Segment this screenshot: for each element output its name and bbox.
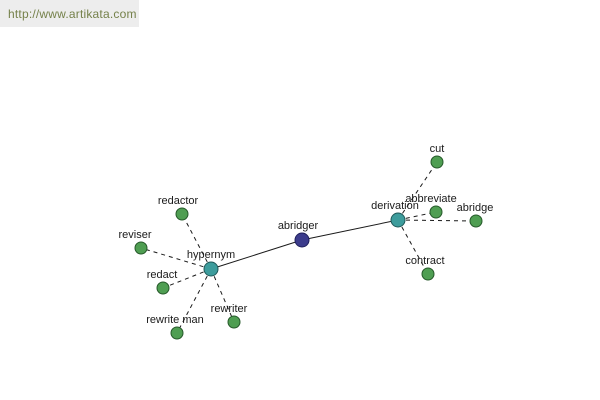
node-label-redactor: redactor	[158, 195, 199, 207]
edge-hypernym-rewriter-dashed	[210, 268, 235, 323]
node-label-rewrite-man: rewrite man	[146, 314, 203, 326]
node-label-abridger: abridger	[278, 220, 319, 232]
node-label-rewriter: rewriter	[211, 303, 248, 315]
edge-derivation-cut-dashed	[397, 161, 438, 221]
edges-layer	[140, 161, 477, 334]
graph-node-contract[interactable]	[421, 267, 435, 281]
graph-node-rewrite-man[interactable]	[170, 326, 184, 340]
watermark-url-bar: http://www.artikata.com	[0, 0, 139, 27]
node-label-reviser: reviser	[118, 229, 151, 241]
edge-hypernym-redact-dashed	[162, 268, 212, 289]
node-label-hypernym: hypernym	[187, 249, 235, 261]
graph-node-redactor[interactable]	[175, 207, 189, 221]
node-label-cut: cut	[430, 143, 445, 155]
nodes-layer	[134, 155, 483, 340]
watermark-url-text: http://www.artikata.com	[8, 6, 137, 21]
graph-node-abridger[interactable]	[294, 232, 310, 248]
graph-node-rewriter[interactable]	[227, 315, 241, 329]
node-label-redact: redact	[147, 269, 178, 281]
edge-hypernym-abridger-solid	[210, 239, 303, 270]
edge-derivation-abridge-dashed	[397, 219, 477, 222]
edge-hypernym-redactor-dashed	[181, 213, 212, 270]
node-labels-layer: abridger hypernym derivation redactor revise…	[118, 143, 493, 326]
graph-node-reviser[interactable]	[134, 241, 148, 255]
node-label-derivation: derivation	[371, 200, 419, 212]
node-label-abbreviate: abbreviate	[405, 193, 456, 205]
graph-node-derivation[interactable]	[390, 212, 406, 228]
graph-node-hypernym[interactable]	[203, 261, 219, 277]
graph-node-redact[interactable]	[156, 281, 170, 295]
edge-derivation-contract-dashed	[397, 219, 429, 275]
edge-abridger-derivation-solid	[301, 219, 399, 241]
graph-node-cut[interactable]	[430, 155, 444, 169]
graph-node-abbreviate[interactable]	[429, 205, 443, 219]
node-label-contract: contract	[405, 255, 444, 267]
node-label-abridge: abridge	[457, 202, 494, 214]
graph-node-abridge[interactable]	[469, 214, 483, 228]
